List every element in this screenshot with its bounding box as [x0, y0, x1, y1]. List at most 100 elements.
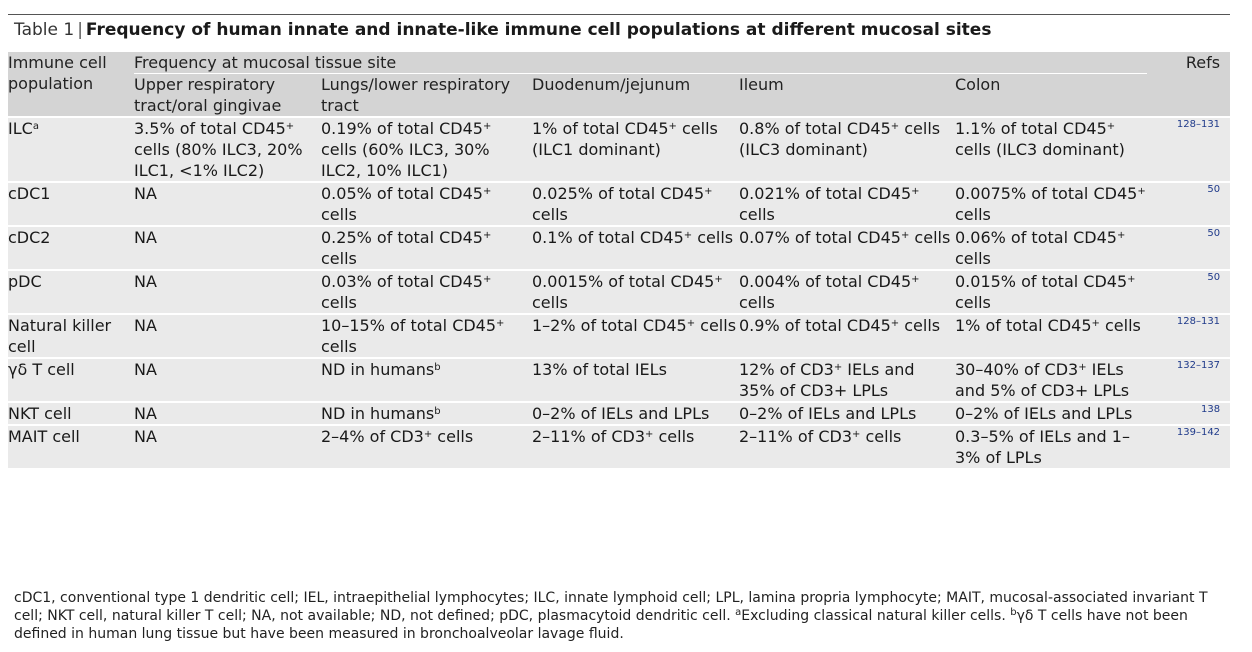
frequency-table: Immune cell population Frequency at muco… [8, 52, 1231, 468]
header-site-ileum: Ileum [739, 73, 955, 117]
frequency-value-tail: cells [532, 205, 568, 224]
population-name: Natural killer cell [8, 316, 112, 356]
superscript-mark: + [890, 318, 900, 329]
cell-population: NKT cell [8, 401, 134, 425]
frequency-value: 0.0015% of total CD45 [532, 272, 715, 291]
cell-upper-respiratory: NA [134, 357, 321, 402]
cell-upper-respiratory: NA [134, 313, 321, 358]
superscript-mark: + [686, 318, 696, 329]
cell-refs[interactable]: 50 [1147, 225, 1231, 270]
frequency-value: 0.19% of total CD45 [321, 119, 483, 138]
frequency-value-tail: cells [955, 249, 991, 268]
frequency-value: 0–2% of IELs and LPLs [955, 404, 1133, 423]
cell-ileum: 2–11% of CD3+ cells [739, 424, 955, 468]
superscript-mark: + [482, 121, 492, 132]
superscript-mark: + [1116, 230, 1126, 241]
frequency-value: 2–11% of CD3 [739, 427, 853, 446]
superscript-mark: + [683, 230, 693, 241]
population-name: pDC [8, 272, 42, 291]
cell-refs[interactable]: 128–131 [1147, 116, 1231, 182]
frequency-value: ND in humans [321, 360, 435, 379]
frequency-value-tail: cells (ILC3 dominant) [955, 140, 1125, 159]
frequency-value: 0.03% of total CD45 [321, 272, 483, 291]
cell-upper-respiratory: NA [134, 225, 321, 270]
superscript-mark: + [482, 186, 492, 197]
cell-refs[interactable]: 132–137 [1147, 357, 1231, 402]
cell-duodenum: 0.025% of total CD45+ cells [532, 181, 739, 226]
header-site-lungs: Lungs/lower respiratory tract [321, 73, 532, 117]
cell-upper-respiratory: NA [134, 424, 321, 468]
cell-duodenum: 2–11% of CD3+ cells [532, 424, 739, 468]
cell-colon: 0.0075% of total CD45+ cells [955, 181, 1148, 226]
header-row-2: Upper respiratory tract/oral gingivae Lu… [8, 73, 1231, 117]
cell-refs[interactable]: 138 [1147, 401, 1231, 425]
title-separator: | [77, 20, 83, 40]
frequency-value: 0–2% of IELs and LPLs [739, 404, 917, 423]
frequency-value: 0.07% of total CD45 [739, 228, 901, 247]
table-row: cDC2 NA 0.25% of total CD45 + cells 0.1% of … [8, 225, 1231, 270]
frequency-value: 0.25% of total CD45 [321, 228, 483, 247]
cell-refs[interactable]: 128–131 [1147, 313, 1231, 358]
cell-population: ILCa [8, 116, 134, 182]
header-population: Immune cell population [8, 53, 107, 93]
cell-duodenum: 0–2% of IELs and LPLs [532, 401, 739, 425]
frequency-value: 1% of total CD45 [955, 316, 1092, 335]
frequency-value: 10–15% of total CD45 [321, 316, 497, 335]
frequency-value-tail: cells [653, 427, 695, 446]
frequency-value-tail: cells [321, 337, 357, 356]
cell-colon: 30–40% of CD3+ IELs and 5% of CD3+ LPLs [955, 357, 1148, 402]
table-row: NKT cell NA ND in humansb 0–2% of IELs and … [8, 401, 1231, 425]
frequency-value: 0.1% of total CD45 [532, 228, 684, 247]
frequency-value-tail: cells (80% ILC3, 20% ILC1, <1% ILC2) [134, 140, 303, 180]
population-name: cDC1 [8, 184, 51, 203]
superscript-mark: + [1091, 318, 1100, 329]
frequency-value-tail: cells [955, 205, 991, 224]
superscript-mark: b [434, 406, 441, 417]
cell-lungs: 0.19% of total CD45+ cells (60% ILC3, 30… [321, 116, 532, 182]
population-footnote-mark: a [32, 121, 39, 132]
frequency-value-tail: IELs and 35% of CD3+ LPLs [739, 360, 915, 400]
frequency-value-tail: cells [432, 427, 474, 446]
frequency-value-tail: cells [692, 228, 734, 247]
frequency-value-tail: cells (60% ILC3, 30% ILC2, 10% ILC1) [321, 140, 490, 180]
frequency-value-tail: cells [899, 316, 941, 335]
frequency-value: 2–11% of CD3 [532, 427, 646, 446]
cell-population: γδ T cell [8, 357, 134, 402]
cell-duodenum: 0.0015% of total CD45+ cells [532, 269, 739, 314]
frequency-value-tail: cells (ILC1 dominant) [532, 119, 718, 159]
header-site-colon: Colon [955, 73, 1148, 117]
frequency-value: NA [134, 360, 157, 379]
population-name: γδ T cell [8, 360, 75, 379]
population-name: NKT cell [8, 404, 72, 423]
frequency-value-tail: cells [739, 293, 775, 312]
cell-ileum: 12% of CD3+ IELs and 35% of CD3+ LPLs [739, 357, 955, 402]
frequency-value: NA [134, 184, 157, 203]
frequency-value: NA [134, 316, 157, 335]
header-refs: Refs [1185, 53, 1221, 72]
cell-ileum: 0–2% of IELs and LPLs [739, 401, 955, 425]
cell-refs[interactable]: 50 [1147, 181, 1231, 226]
frequency-value-tail: cells [321, 205, 357, 224]
population-name: ILC [8, 119, 33, 138]
superscript-mark: + [704, 186, 713, 197]
superscript-mark: + [645, 429, 654, 440]
cell-refs[interactable]: 139–142 [1147, 424, 1231, 468]
cell-colon: 1.1% of total CD45+ cells (ILC3 dominant… [955, 116, 1148, 182]
cell-population: cDC2 [8, 225, 134, 270]
header-site-group: Frequency at mucosal tissue site [134, 53, 397, 72]
cell-refs[interactable]: 50 [1147, 269, 1231, 314]
population-name: MAIT cell [8, 427, 80, 446]
frequency-value-tail: cells [955, 293, 991, 312]
cell-population: Natural killer cell [8, 313, 134, 358]
frequency-value: 0.8% of total CD45 [739, 119, 891, 138]
title-text: Frequency of human innate and innate-lik… [85, 20, 992, 40]
footnote-b-mark: b [1010, 607, 1017, 618]
frequency-value-tail: cells [321, 249, 357, 268]
frequency-value: 0.025% of total CD45 [532, 184, 705, 203]
frequency-value: 0.9% of total CD45 [739, 316, 891, 335]
cell-population: MAIT cell [8, 424, 134, 468]
frequency-value: 2–4% of CD3 [321, 427, 424, 446]
table-title: Table 1 | Frequency of human innate and in… [14, 20, 991, 40]
superscript-mark: + [911, 186, 920, 197]
frequency-value-tail: cells [739, 205, 775, 224]
